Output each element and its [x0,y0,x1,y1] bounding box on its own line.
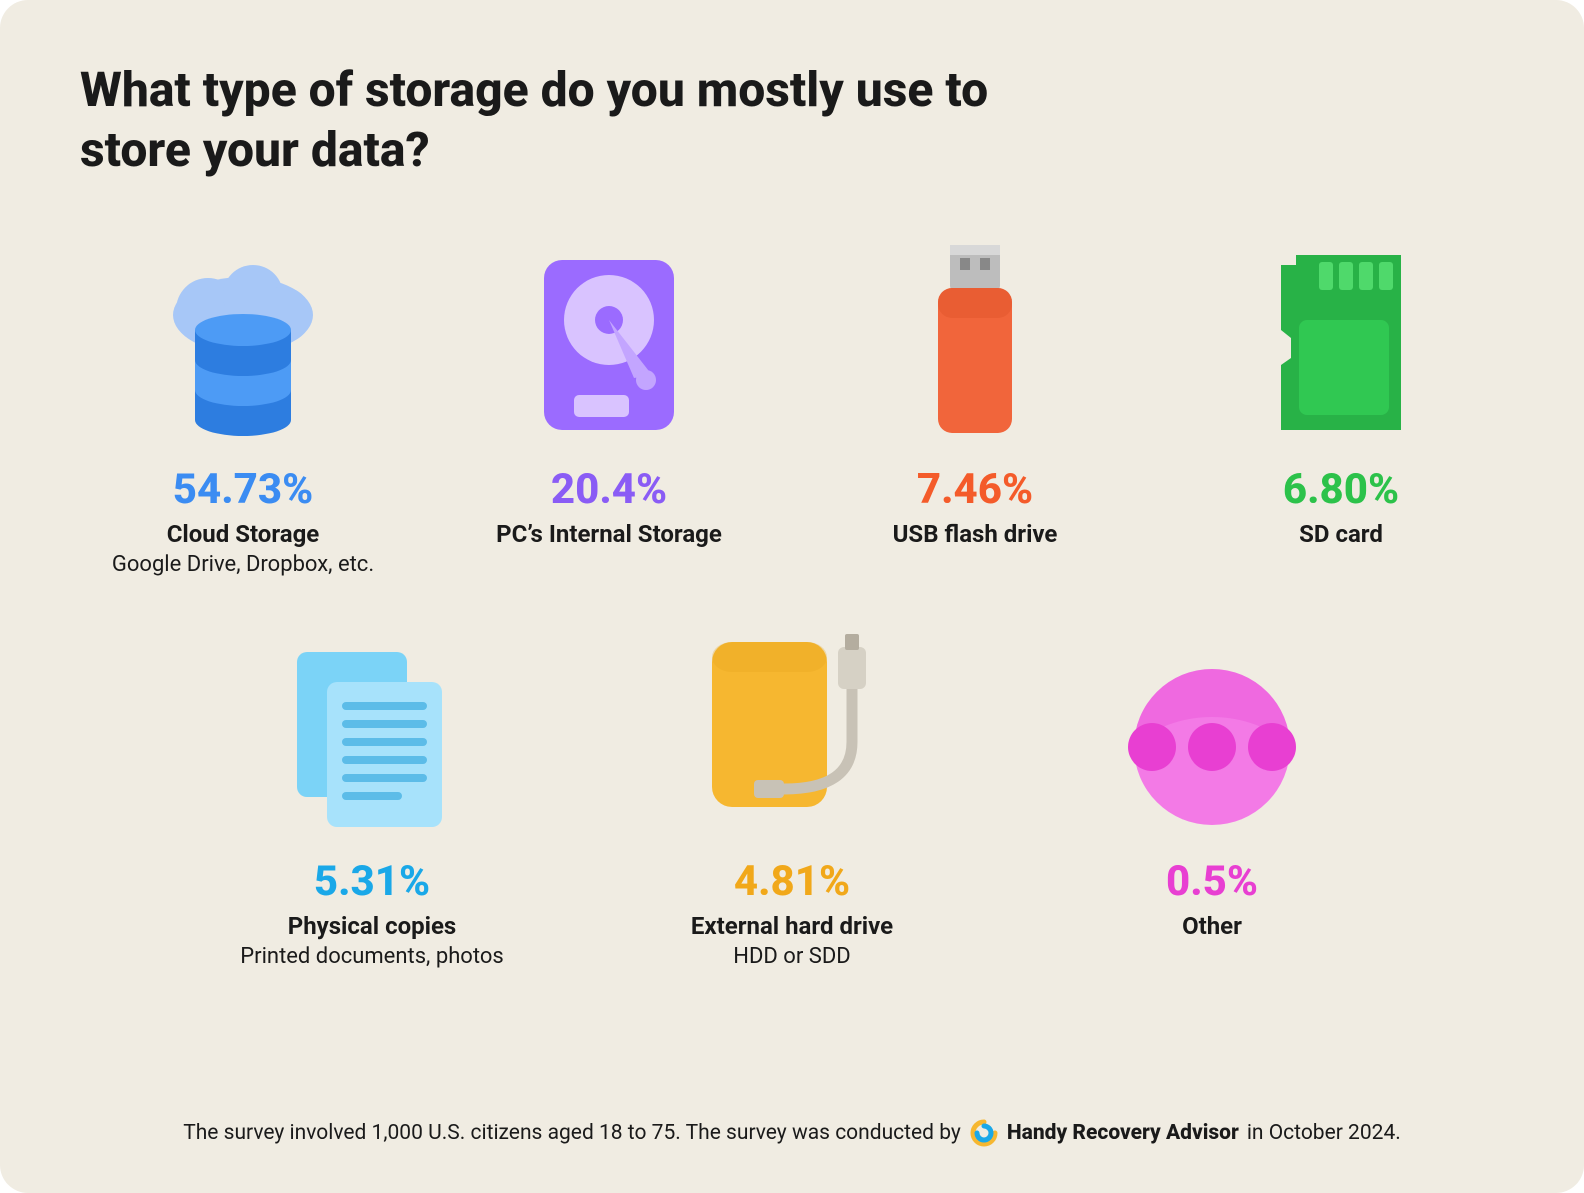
item-label: PC’s Internal Storage [459,520,759,548]
item-label: SD card [1191,520,1491,548]
item-sublabel: Google Drive, Dropbox, etc. [93,552,393,577]
items-grid: 54.73% Cloud Storage Google Drive, Dropb… [80,240,1504,969]
item-label: Other [1062,912,1362,940]
footer-pre: The survey involved 1,000 U.S. citizens … [183,1121,961,1145]
item-percent: 5.31% [222,857,522,906]
footer-post: in October 2024. [1247,1121,1401,1145]
item-paper: 5.31% Physical copies Printed documents,… [222,632,522,969]
item-label: External hard drive [642,912,942,940]
item-label: Physical copies [222,912,522,940]
item-percent: 54.73% [93,465,393,514]
infographic-title: What type of storage do you mostly use t… [80,60,1080,180]
other-icon [1062,632,1362,832]
usb-drive-icon [825,240,1125,440]
sd-card-icon [1191,240,1491,440]
item-percent: 4.81% [642,857,942,906]
item-internal: 20.4% PC’s Internal Storage [459,240,759,577]
item-sublabel: Printed documents, photos [222,944,522,969]
item-sublabel: HDD or SDD [642,944,942,969]
documents-icon [222,632,522,832]
row-1: 54.73% Cloud Storage Google Drive, Dropb… [80,240,1504,577]
item-label: USB flash drive [825,520,1125,548]
cloud-storage-icon [93,240,393,440]
footer-note: The survey involved 1,000 U.S. citizens … [0,1118,1584,1148]
footer-brand: Handy Recovery Advisor [1007,1121,1239,1145]
item-percent: 6.80% [1191,465,1491,514]
item-other: 0.5% Other [1062,632,1362,969]
infographic-canvas: What type of storage do you mostly use t… [0,0,1584,1193]
item-external: 4.81% External hard drive HDD or SDD [642,632,942,969]
hard-drive-icon [459,240,759,440]
item-usb: 7.46% USB flash drive [825,240,1125,577]
item-percent: 7.46% [825,465,1125,514]
item-label: Cloud Storage [93,520,393,548]
item-sd: 6.80% SD card [1191,240,1491,577]
item-percent: 20.4% [459,465,759,514]
item-cloud: 54.73% Cloud Storage Google Drive, Dropb… [93,240,393,577]
brand-logo-icon [969,1118,999,1148]
item-percent: 0.5% [1062,857,1362,906]
external-drive-icon [642,632,942,832]
row-2: 5.31% Physical copies Printed documents,… [80,632,1504,969]
